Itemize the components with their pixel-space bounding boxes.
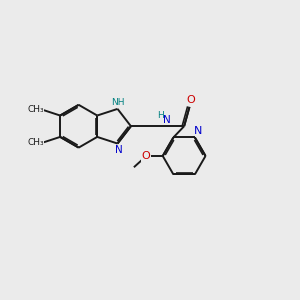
- Text: NH: NH: [111, 98, 125, 107]
- Text: O: O: [142, 151, 151, 161]
- Text: N: N: [163, 115, 170, 125]
- Text: H: H: [157, 111, 164, 120]
- Text: N: N: [194, 126, 202, 136]
- Text: N: N: [115, 145, 123, 155]
- Text: CH₃: CH₃: [27, 105, 44, 114]
- Text: O: O: [187, 95, 195, 105]
- Text: CH₃: CH₃: [27, 138, 44, 147]
